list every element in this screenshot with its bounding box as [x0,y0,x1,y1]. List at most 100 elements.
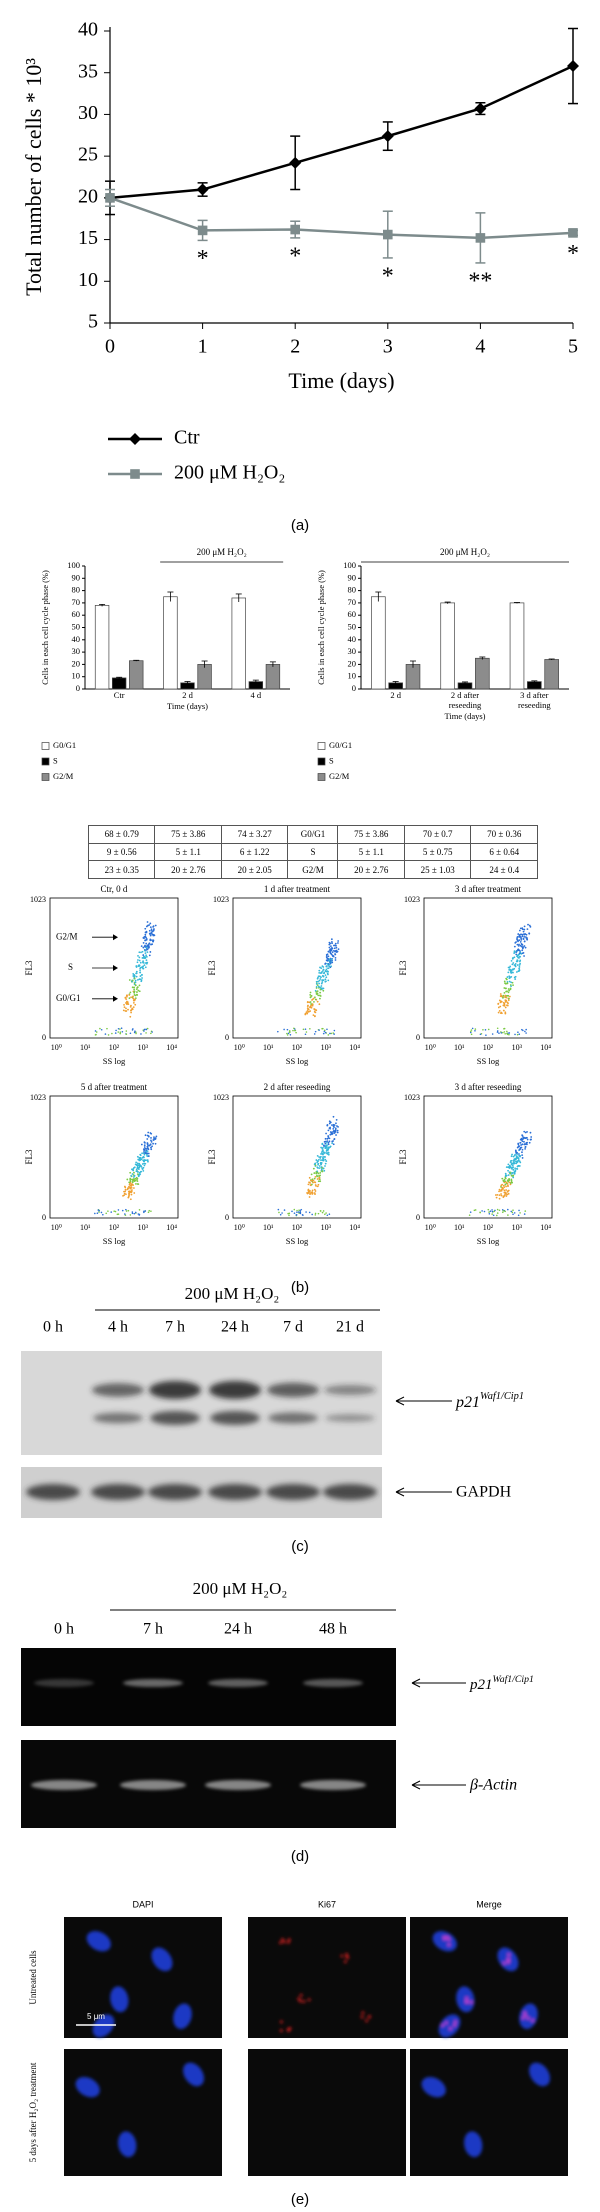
flow-dot [311,1003,314,1006]
x-tick-label: 1 [198,336,208,358]
flow-dot [523,1140,525,1143]
flow-dot [319,997,321,1000]
flow-dot [331,942,333,945]
nucleus [464,2131,483,2158]
gate-label: G2/M [56,931,78,941]
flow-dot [114,1032,117,1034]
flow-dot [130,1011,132,1014]
ki67-spot [340,1954,344,1958]
flow-dot [512,971,514,974]
ki67-spot [302,2000,306,2003]
flow-dot [512,1168,515,1171]
y-axis-label-box: Cells in each cell cycle phase (%) [317,570,326,685]
flow-dot [518,943,520,946]
flow-dot [135,1179,138,1181]
flow-dot [311,999,313,1001]
flow-dot [526,1141,528,1144]
flow-dot [325,1150,328,1152]
flow-dot [519,959,522,962]
flow-dot [324,1031,327,1034]
flow-dot [507,988,510,990]
flow-dot [307,1192,310,1194]
flow-dot [325,1144,328,1147]
flow-dot [131,986,134,989]
x-tick-label: 0 [105,336,115,358]
flow-dot [494,1194,497,1196]
legend-label: Ctr [174,427,200,449]
flow-y-label: FL3 [207,1149,217,1165]
flow-dot [153,1137,155,1140]
flow-dot [516,1161,519,1164]
flow-dot [150,1148,153,1151]
flow-dot [313,1033,316,1035]
nucleus [75,2076,100,2098]
flow-y-tick: 1023 [213,1093,229,1102]
flow-dot [508,980,511,983]
flow-cells [277,938,340,1036]
flow-dot [131,1008,134,1011]
flow-dot [142,1159,144,1162]
flow-dot [134,1179,137,1182]
flow-dot [310,995,313,997]
flow-dot [468,1214,471,1216]
flow-dot [510,1163,513,1166]
flow-dot [525,1032,527,1034]
flow-dot [521,1135,524,1137]
flow-dot [119,1028,121,1030]
flow-dot [135,1031,137,1033]
flow-dot [331,1140,334,1143]
x-tick-label: 5 [568,336,578,358]
gate-label: G0/G1 [56,993,81,1003]
flow-dot [142,1156,145,1159]
flow-dot [299,1210,302,1212]
flow-dot [132,1002,135,1004]
flow-dot [124,1188,127,1191]
flow-dot [502,1209,505,1212]
flow-dot [308,1211,311,1214]
flow-dot [308,1189,311,1192]
flow-dot [146,921,149,923]
flow-dot [128,994,131,996]
flow-dot [524,1137,527,1140]
flow-panel-title: 5 d after treatment [81,1082,148,1092]
flow-dot [314,1212,317,1215]
flow-dot [326,1141,328,1144]
flow-dot [321,1166,324,1169]
flow-dot [119,1032,122,1035]
ki67-spot [442,1935,446,1939]
flow-dot [111,1032,113,1035]
flow-dot [317,1160,319,1163]
table-cell: 20 ± 2.05 [220,860,289,879]
flow-dot [329,1032,331,1035]
ki67-spot [298,1999,302,2003]
flow-dot [510,1174,513,1177]
gel-image [21,1648,396,1726]
flow-dot [134,1211,137,1214]
flow-dot [310,1006,313,1009]
flow-dot [129,991,132,994]
flow-dot [138,1158,141,1161]
flow-dot [473,1209,476,1212]
flow-dot [517,1158,520,1160]
flow-dot [511,963,514,966]
y-tick-label: 0 [76,683,80,693]
flow-dot [325,968,328,971]
flow-dot [145,1028,148,1031]
flow-dot [144,933,147,936]
flow-dot [328,1137,331,1140]
ki67-spot [453,2023,456,2027]
band [210,1411,260,1425]
flow-dot [129,1177,132,1180]
legend-label: 200 μM H₂O₂ [174,462,285,484]
flow-dot [114,1210,117,1213]
x-axis-label: Time (days) [444,711,485,721]
y-tick-label: 100 [67,560,80,570]
pointer-arrowhead [395,1487,405,1497]
flow-dot [515,1162,518,1165]
bar [129,660,144,690]
flow-dot [152,1142,154,1145]
flow-dot [135,1183,137,1185]
flow-dot [327,967,329,970]
flow-dot [144,939,147,942]
flow-dot [516,938,519,941]
